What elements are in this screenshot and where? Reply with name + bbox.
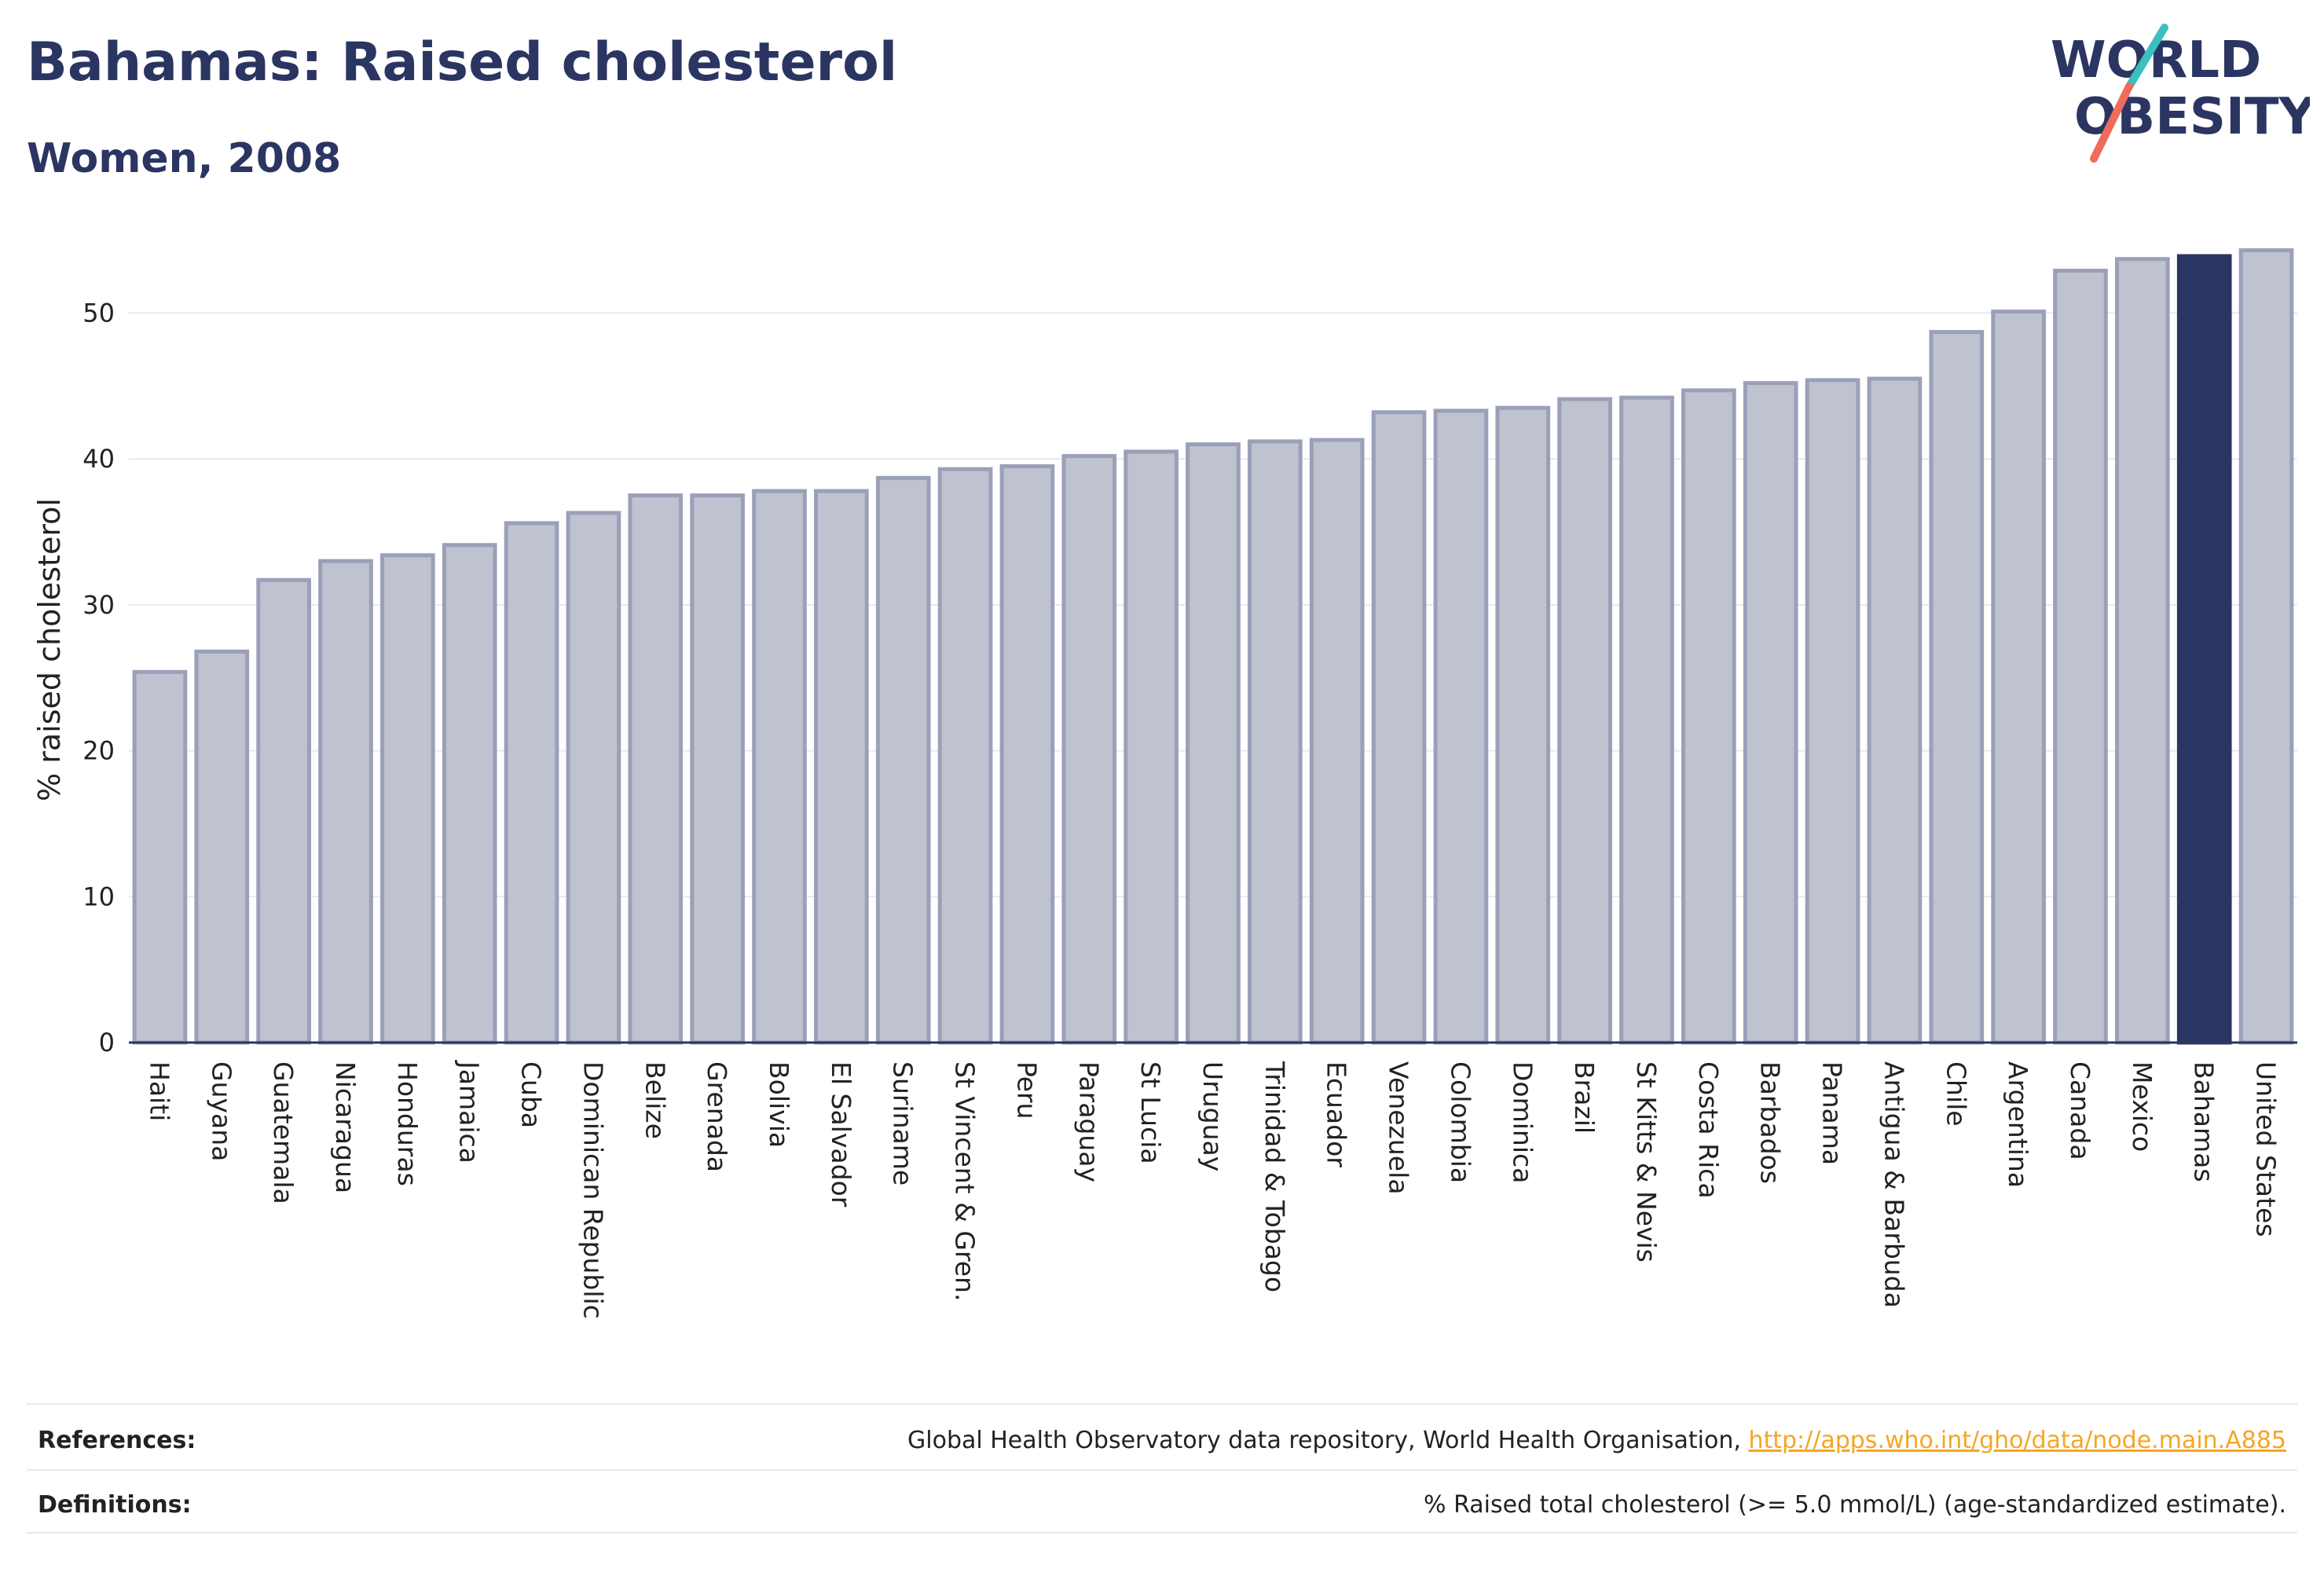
y-tick-label: 30 <box>82 590 115 620</box>
x-tick-label: United States <box>2251 1061 2282 1237</box>
bar-colombia <box>1433 409 1489 1045</box>
references-value: Global Health Observatory data repositor… <box>907 1427 2286 1454</box>
bar-mexico <box>2115 257 2170 1045</box>
bar-costa-rica <box>1681 388 1736 1045</box>
x-tick-label: St Lucia <box>1135 1061 1166 1164</box>
x-tick-label: Belize <box>640 1061 670 1139</box>
bar-jamaica <box>442 543 497 1045</box>
x-tick-label: Paraguay <box>1073 1061 1104 1182</box>
x-tick-label: Grenada <box>702 1061 732 1172</box>
bar-cuba <box>504 521 559 1045</box>
bar-chart: 0 10 20 30 40 50 Haiti Guyana Guatemala Nicaragu… <box>32 248 2297 1319</box>
bar-honduras <box>380 553 435 1045</box>
x-tick-label: Uruguay <box>1197 1061 1228 1171</box>
x-tick-label: Venezuela <box>1384 1061 1414 1194</box>
y-tick-label: 10 <box>82 881 115 911</box>
x-tick-label: Brazil <box>1569 1061 1600 1134</box>
bar-brazil <box>1557 397 1612 1045</box>
logo-slash-coral <box>2090 82 2133 163</box>
bar-trinidad-tobago <box>1248 439 1303 1045</box>
logo-slash-teal <box>2125 24 2168 90</box>
chart-subtitle: Women, 2008 <box>27 135 342 182</box>
bar-haiti <box>132 669 188 1045</box>
bar-paraguay <box>1061 453 1117 1045</box>
bar-antigua-barbuda <box>1867 376 1923 1045</box>
chart-title: Bahamas: Raised cholesterol <box>27 31 898 93</box>
y-axis-ticks: 0 10 20 30 40 50 <box>82 298 115 1057</box>
x-tick-label: Peru <box>1011 1061 1042 1120</box>
x-tick-label: Argentina <box>2003 1061 2033 1188</box>
bar-grenada <box>690 493 745 1045</box>
x-tick-label: El Salvador <box>826 1061 856 1208</box>
x-tick-label: Barbados <box>1755 1061 1786 1184</box>
bar-suriname <box>875 475 931 1045</box>
x-tick-label: Chile <box>1941 1061 1971 1127</box>
bar-guatemala <box>256 577 311 1045</box>
world-obesity-logo: WORLD OBESITY <box>2051 24 2310 163</box>
footer-divider-bottom <box>27 1532 2297 1534</box>
definitions-value: % Raised total cholesterol (>= 5.0 mmol/… <box>1424 1491 2286 1519</box>
bar-st-lucia <box>1124 449 1178 1045</box>
bar-dominica <box>1495 405 1551 1045</box>
x-tick-label: Antigua & Barbuda <box>1879 1061 1909 1308</box>
references-label: References: <box>38 1427 196 1454</box>
bar-venezuela <box>1371 410 1427 1045</box>
footer-divider-top <box>27 1403 2297 1405</box>
x-tick-label: Ecuador <box>1321 1061 1352 1167</box>
x-tick-label: Honduras <box>392 1061 423 1186</box>
footer-divider-middle <box>27 1469 2297 1471</box>
bar-st-vincent-gren- <box>937 467 993 1045</box>
bar-ecuador <box>1309 438 1365 1045</box>
x-tick-label: Costa Rica <box>1693 1061 1724 1199</box>
bar-uruguay <box>1186 442 1241 1045</box>
y-tick-label: 0 <box>99 1028 115 1057</box>
y-tick-label: 20 <box>82 736 115 766</box>
y-axis-title: % raised cholesterol <box>32 498 67 801</box>
x-tick-label: Jamaica <box>454 1060 485 1164</box>
bar-st-kitts-nevis <box>1619 395 1674 1045</box>
bar-guyana <box>194 649 250 1045</box>
bar-bahamas <box>2176 254 2232 1045</box>
x-tick-label: Guyana <box>206 1061 236 1161</box>
x-tick-label: Panama <box>1817 1061 1848 1165</box>
x-tick-label: Mexico <box>2127 1061 2157 1152</box>
bar-nicaragua <box>318 559 373 1045</box>
bar-peru <box>999 464 1055 1045</box>
x-tick-label: Canada <box>2065 1061 2095 1160</box>
bar-bolivia <box>752 489 807 1045</box>
x-tick-label: Cuba <box>516 1061 547 1128</box>
bar-chile <box>1929 330 1985 1045</box>
bar-canada <box>2053 269 2108 1045</box>
x-tick-label: Trinidad & Tobago <box>1259 1061 1290 1292</box>
y-tick-label: 50 <box>82 298 115 328</box>
bar-argentina <box>1991 310 2046 1045</box>
x-tick-label: Dominican Republic <box>577 1061 608 1319</box>
references-text: Global Health Observatory data repositor… <box>907 1427 1749 1454</box>
x-tick-label: Haiti <box>144 1061 174 1121</box>
x-tick-label: Bolivia <box>764 1061 794 1148</box>
bar-united-states <box>2238 248 2294 1045</box>
bars <box>132 248 2294 1045</box>
definitions-label: Definitions: <box>38 1491 192 1519</box>
x-tick-label: Colombia <box>1445 1061 1475 1183</box>
y-tick-label: 40 <box>82 444 115 474</box>
bar-barbados <box>1743 381 1798 1045</box>
x-tick-label: Nicaragua <box>330 1061 361 1193</box>
bar-el-salvador <box>814 489 869 1045</box>
x-tick-label: St Vincent & Gren. <box>950 1061 981 1301</box>
bar-belize <box>628 493 684 1045</box>
x-tick-label: Dominica <box>1507 1061 1538 1183</box>
x-axis-labels: Haiti Guyana Guatemala Nicaragua Honduras Jam… <box>144 1060 2281 1319</box>
references-link[interactable]: http://apps.who.int/gho/data/node.main.A… <box>1748 1427 2286 1454</box>
x-tick-label: Guatemala <box>268 1061 299 1204</box>
x-tick-label: Bahamas <box>2189 1061 2220 1182</box>
x-tick-label: St Kitts & Nevis <box>1631 1061 1662 1263</box>
bar-dominican-republic <box>566 511 621 1045</box>
x-tick-label: Suriname <box>888 1061 918 1186</box>
bar-panama <box>1805 378 1860 1045</box>
